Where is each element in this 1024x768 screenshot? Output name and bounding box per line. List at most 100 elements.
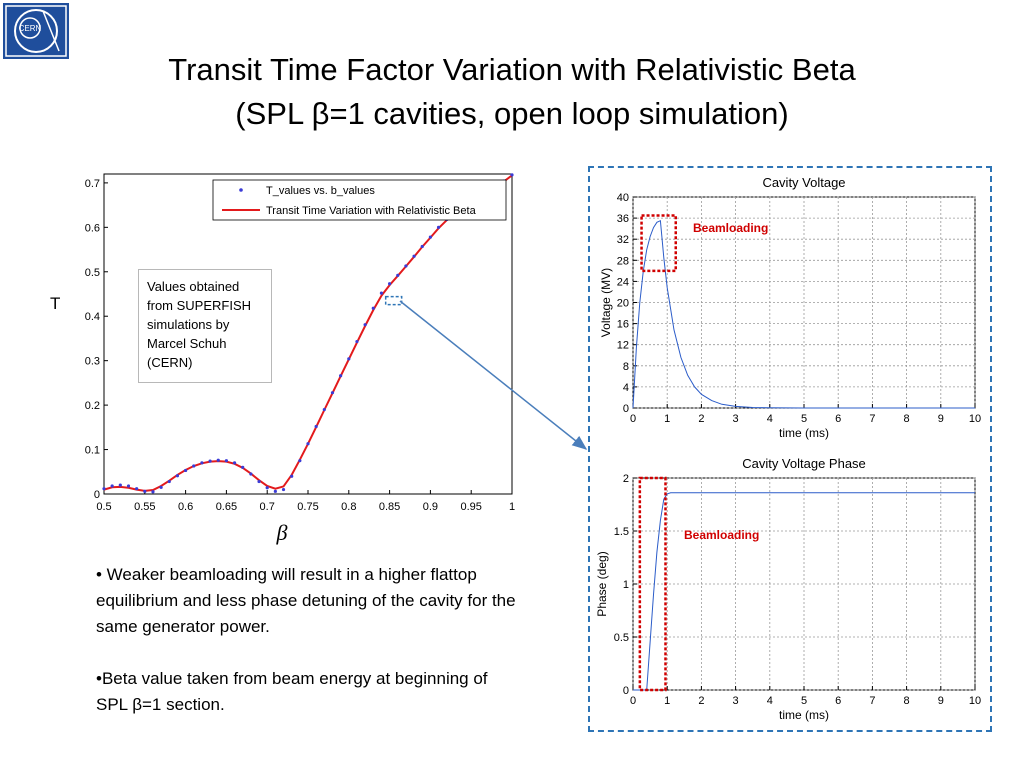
data-point bbox=[241, 465, 245, 469]
x-tick-label: 8 bbox=[904, 695, 910, 707]
y-tick-label: 0 bbox=[623, 685, 629, 697]
data-point bbox=[322, 407, 326, 412]
x-tick-label: 1 bbox=[664, 413, 670, 425]
y-tick-label: 0.1 bbox=[85, 445, 100, 457]
y-tick-label: 2 bbox=[623, 473, 629, 485]
beamloading-highlight bbox=[640, 214, 677, 273]
data-point bbox=[192, 464, 196, 468]
x-tick-label: 4 bbox=[767, 695, 773, 707]
y-tick-label: 0.5 bbox=[614, 632, 629, 644]
data-point bbox=[314, 424, 318, 429]
data-point bbox=[379, 291, 384, 295]
phase-trace bbox=[633, 492, 975, 691]
x-tick-label: 0.6 bbox=[178, 501, 193, 513]
cern-logo-graphic: CERN bbox=[3, 3, 69, 59]
x-tick-label: 0.5 bbox=[96, 501, 111, 513]
data-point bbox=[404, 264, 408, 268]
data-point bbox=[208, 459, 212, 463]
x-tick-label: 10 bbox=[969, 695, 981, 707]
data-point bbox=[102, 487, 106, 491]
data-point bbox=[371, 306, 375, 310]
data-point bbox=[151, 490, 155, 494]
data-point bbox=[175, 474, 180, 478]
bullet-beamloading: • Weaker beamloading will result in a hi… bbox=[96, 565, 516, 636]
y-tick-label: 16 bbox=[617, 319, 629, 331]
data-point bbox=[290, 474, 294, 478]
data-point bbox=[273, 489, 277, 493]
data-point bbox=[347, 357, 351, 361]
data-point bbox=[216, 458, 220, 462]
data-point bbox=[363, 323, 367, 327]
legend-box bbox=[212, 179, 507, 221]
x-tick-label: 9 bbox=[938, 413, 944, 425]
x-tick-label: 0.55 bbox=[134, 501, 155, 513]
y-axis-label: Voltage (MV) bbox=[599, 268, 613, 337]
data-point bbox=[420, 244, 424, 249]
beamloading-label-phase: Beamloading bbox=[684, 528, 760, 542]
data-point bbox=[126, 484, 131, 488]
y-tick-label: 20 bbox=[617, 298, 629, 310]
title-line-2: (SPL β=1 cavities, open loop simulation) bbox=[235, 96, 789, 131]
y-tick-label: 0.3 bbox=[85, 356, 100, 368]
data-point bbox=[135, 487, 139, 491]
x-tick-label: 8 bbox=[904, 413, 910, 425]
y-axis-label: Phase (deg) bbox=[595, 551, 609, 616]
y-tick-label: 8 bbox=[623, 361, 629, 373]
x-axis-label: β bbox=[276, 520, 288, 545]
y-tick-label: 24 bbox=[617, 276, 629, 288]
y-tick-label: 1.5 bbox=[614, 526, 629, 538]
x-tick-label: 3 bbox=[733, 413, 739, 425]
data-point bbox=[339, 374, 343, 378]
x-tick-label: 3 bbox=[733, 695, 739, 707]
x-tick-label: 6 bbox=[835, 695, 841, 707]
t-axis-label: T bbox=[50, 294, 61, 313]
title-line-1: Transit Time Factor Variation with Relat… bbox=[168, 52, 856, 87]
bullet-list: • Weaker beamloading will result in a hi… bbox=[96, 562, 516, 744]
slide-title: Transit Time Factor Variation with Relat… bbox=[60, 48, 964, 136]
beamloading-highlight bbox=[638, 476, 667, 692]
y-tick-label: 4 bbox=[623, 382, 629, 394]
x-tick-label: 5 bbox=[801, 413, 807, 425]
data-point bbox=[281, 487, 286, 492]
x-axis-label: time (ms) bbox=[779, 426, 829, 440]
legend-marker-points bbox=[239, 188, 243, 192]
data-point bbox=[306, 442, 310, 446]
chart-title: Cavity Voltage bbox=[762, 175, 845, 190]
chart-title: Cavity Voltage Phase bbox=[742, 456, 866, 471]
legend-label-line: Transit Time Variation with Relativistic… bbox=[266, 205, 477, 217]
data-point bbox=[265, 486, 269, 490]
x-tick-label: 0 bbox=[630, 695, 636, 707]
cern-logo: CERN bbox=[3, 3, 69, 59]
x-tick-label: 2 bbox=[698, 413, 704, 425]
beamloading-label-voltage: Beamloading bbox=[693, 221, 769, 235]
data-point bbox=[428, 235, 432, 239]
cavity-plots-frame bbox=[588, 166, 992, 732]
data-point bbox=[396, 273, 400, 277]
x-tick-label: 7 bbox=[869, 695, 875, 707]
data-point bbox=[330, 391, 335, 395]
data-point bbox=[257, 479, 261, 484]
data-point bbox=[355, 339, 359, 344]
y-tick-label: 12 bbox=[617, 340, 629, 352]
x-tick-label: 0.8 bbox=[341, 501, 356, 513]
x-tick-label: 2 bbox=[698, 695, 704, 707]
y-tick-label: 32 bbox=[617, 234, 629, 246]
data-point bbox=[412, 254, 416, 258]
x-tick-label: 0.65 bbox=[216, 501, 237, 513]
data-point bbox=[388, 282, 392, 286]
data-point bbox=[232, 461, 237, 465]
x-tick-label: 0.75 bbox=[297, 501, 318, 513]
x-tick-label: 0.85 bbox=[379, 501, 400, 513]
data-point bbox=[224, 459, 228, 463]
x-tick-label: 7 bbox=[869, 413, 875, 425]
data-point bbox=[110, 484, 114, 488]
data-point bbox=[200, 461, 204, 465]
y-tick-label: 0.4 bbox=[85, 311, 100, 323]
data-point bbox=[436, 225, 441, 229]
y-tick-label: 0 bbox=[94, 489, 100, 501]
y-tick-label: 0.5 bbox=[85, 267, 100, 279]
x-tick-label: 1 bbox=[509, 501, 515, 513]
logo-text: CERN bbox=[19, 24, 42, 33]
bullet-beta-value: •Beta value taken from beam energy at be… bbox=[96, 669, 488, 714]
